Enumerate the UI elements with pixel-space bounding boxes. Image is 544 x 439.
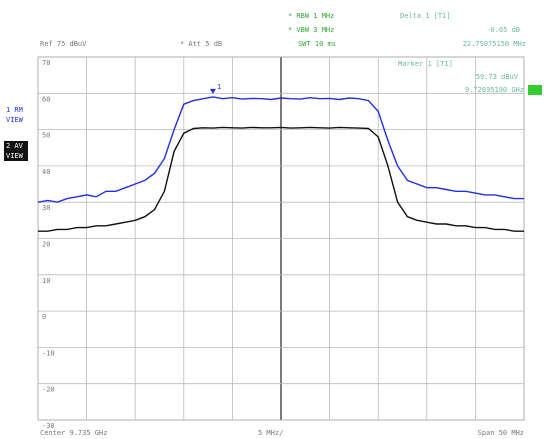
y-tick-label: 10 — [42, 277, 50, 285]
delta-marker-title: Delta 1 [T1] — [400, 12, 451, 20]
ref-level: Ref 75 dBuV — [40, 40, 87, 48]
y-tick-label: -30 — [42, 422, 55, 430]
rbw: * RBW 1 MHz — [288, 12, 334, 20]
y-tick-label: 60 — [42, 95, 50, 103]
trace-name: 1 RM — [6, 106, 23, 114]
marker-freq: 9.72695190 GHz — [465, 86, 524, 94]
marker-title: Marker 1 [T1] — [398, 60, 453, 68]
trace — [37, 96, 524, 203]
center-freq: Center 9.735 GHz — [40, 429, 107, 437]
trace — [38, 126, 524, 232]
y-tick-label: 40 — [42, 168, 50, 176]
trace-name: 2 AV — [6, 142, 24, 150]
y-tick-label: 30 — [42, 204, 50, 212]
marker-level: 59.73 dBuV — [476, 73, 519, 81]
sweep-time: SWT 10 ms — [298, 40, 336, 48]
trace-badge — [4, 141, 28, 161]
side-indicator — [528, 85, 542, 95]
y-tick-label: -10 — [42, 349, 55, 357]
delta-marker-level: -0.05 dB — [486, 26, 520, 34]
y-tick-label: 70 — [42, 59, 50, 67]
attenuation: * Att 5 dB — [180, 40, 222, 48]
per-div: 5 MHz/ — [258, 429, 283, 437]
marker-symbol — [209, 88, 216, 94]
trace-mode: VIEW — [6, 152, 24, 160]
y-tick-label: 0 — [42, 313, 46, 321]
delta-marker-freq: 22.75075150 MHz — [463, 40, 526, 48]
y-tick-label: 20 — [42, 241, 50, 249]
y-tick-label: -20 — [42, 386, 55, 394]
vbw: * VBW 3 MHz — [288, 26, 334, 34]
trace-mode: VIEW — [6, 116, 24, 124]
span: Span 50 MHz — [478, 429, 524, 437]
y-tick-label: 50 — [42, 132, 50, 140]
marker-label: 1 — [217, 83, 221, 91]
